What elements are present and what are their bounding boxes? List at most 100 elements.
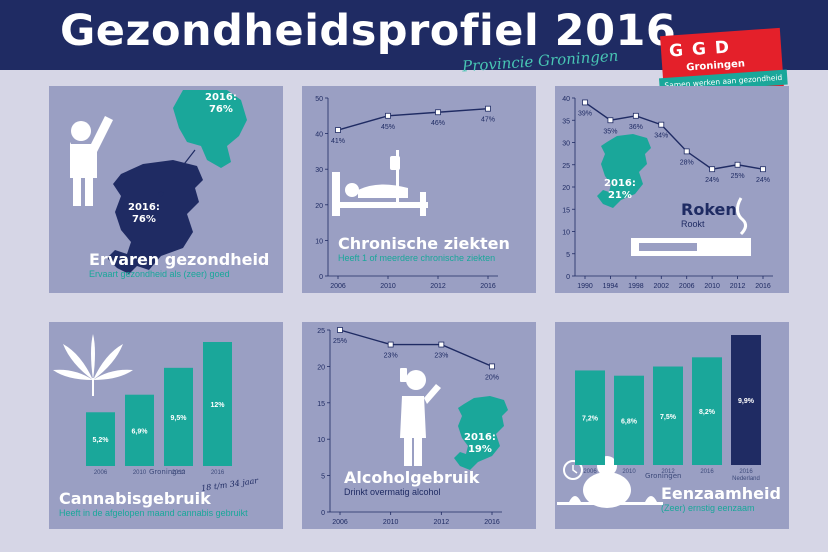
data-label: 25%	[333, 338, 347, 345]
series-line	[339, 329, 493, 368]
data-point	[335, 127, 341, 133]
data-point	[489, 363, 495, 370]
data-label: 36%	[629, 124, 643, 131]
panel-chronische-ziekten: 0 10 20 30 40 50 2006 2010 2012 2016 41% 45% 46% 47% …	[302, 86, 536, 293]
panel-roken: 0 5 10 15 20 25 30 35 40 1990 1994 1998 2002 2006 2010…	[555, 86, 789, 293]
y-tick-label: 25	[562, 163, 570, 170]
bar	[692, 357, 722, 465]
bar	[614, 375, 644, 465]
x-tick-label: 2006	[330, 283, 346, 290]
panel-title: Ervaren gezondheid	[89, 250, 270, 269]
data-point	[337, 327, 343, 333]
bar-category-label: 2012	[661, 469, 675, 475]
y-tick-label: 20	[317, 364, 325, 371]
bar-value-label: 7,2%	[582, 416, 599, 423]
x-tick-label: 2016	[755, 283, 771, 290]
x-tick-label: 2010	[704, 283, 720, 290]
y-tick-label: 40	[315, 132, 323, 139]
map-connector-line	[160, 149, 196, 195]
x-tick-label: 2010	[383, 519, 399, 526]
bar-category-label: 2006	[583, 469, 597, 475]
x-tick-label: 1990	[577, 283, 593, 290]
data-point	[385, 112, 391, 119]
data-point	[709, 166, 716, 173]
y-tick-label: 20	[315, 203, 323, 210]
panel-subtitle: Drinkt overmatig alcohol	[344, 487, 441, 497]
y-tick-label: 0	[321, 510, 325, 517]
x-tick-label: 2002	[653, 283, 669, 290]
data-label: 23%	[434, 353, 448, 360]
y-tick-label: 20	[562, 185, 570, 192]
netherlands-map-icon	[454, 396, 508, 470]
chronisch-line-chart: 0 10 20 30 40 50 2006 2010 2012 2016 41% 45% 46% 47%	[315, 96, 498, 290]
data-point	[760, 166, 766, 173]
x-tick-label: 2010	[380, 283, 396, 290]
bar-value-label: 6,9%	[132, 428, 149, 435]
data-label: 28%	[680, 159, 694, 166]
y-tick-label: 10	[315, 238, 323, 245]
bar-value-label: 6,8%	[621, 418, 638, 425]
data-label: 24%	[756, 177, 770, 184]
logo-region: Groningen	[685, 58, 746, 74]
data-point	[607, 117, 614, 124]
x-tick-label: 1998	[628, 283, 644, 290]
data-point	[485, 105, 491, 112]
series-line	[584, 101, 764, 170]
data-point	[632, 112, 639, 119]
y-tick-label: 5	[321, 474, 325, 481]
y-tick-label: 0	[319, 274, 323, 281]
y-tick-label: 30	[562, 141, 570, 148]
bar	[653, 366, 683, 465]
y-tick-label: 10	[562, 230, 570, 237]
panel-title: Cannabisgebruik	[59, 489, 211, 508]
bar	[125, 394, 154, 466]
bar	[731, 335, 761, 465]
y-tick-label: 0	[566, 274, 570, 281]
eenzaamheid-bar-chart: 7,2% 2006 6,8% 2010 7,5% 2012 8,2% 2016 9,9% 2016…	[557, 335, 761, 508]
cannabis-bar-chart: 5,2% 2006 6,9% 2010 9,5% 2012 12% 2016	[53, 334, 232, 476]
panel-title: Roken	[681, 200, 737, 219]
data-label: 41%	[331, 138, 345, 145]
panel-title: Eenzaamheid	[661, 484, 781, 503]
bar-category-label: 2012	[172, 470, 186, 476]
person-drinking-icon	[400, 368, 441, 466]
netherlands-map-icon	[597, 134, 651, 208]
lonely-person-icon	[557, 456, 663, 508]
panel-cannabisgebruik: 5,2% 2006 6,9% 2010 9,5% 2012 12% 2016 Groninge…	[49, 322, 283, 529]
x-tick-label: 2012	[730, 283, 746, 290]
x-tick-label: 2012	[434, 519, 450, 526]
panel-ervaren-gezondheid: 2016: 76% 2016: 76% Ervaren gezondheid E…	[49, 86, 283, 293]
panel-subtitle: Heeft 1 of meerdere chronische ziekten	[338, 253, 496, 263]
bar-category-label: 2016	[700, 469, 714, 475]
bar-value-label: 7,5%	[660, 414, 677, 421]
bar-value-label: 12%	[210, 402, 225, 409]
bar-category-label: 2010	[133, 470, 147, 476]
nl-value-label: 2016: 76%	[128, 202, 160, 225]
data-label: 23%	[384, 353, 398, 360]
data-point	[387, 341, 394, 348]
bar	[575, 370, 605, 465]
y-tick-label: 15	[317, 401, 325, 408]
panel-subtitle: (Zeer) ernstig eenzaam	[661, 503, 755, 513]
panel-title: Alcoholgebruik	[344, 468, 480, 487]
panel-alcoholgebruik: 0 5 10 15 20 25 2006 2010 2012 2016 25% 23% 23% 20% 2…	[302, 322, 536, 529]
roken-line-chart: 0 5 10 15 20 25 30 35 40 1990 1994 1998 2002 2006 2010…	[562, 96, 773, 290]
logo-letters: GGD	[668, 36, 739, 62]
data-label: 24%	[705, 177, 719, 184]
panel-subtitle: Ervaart gezondheid als (zeer) goed	[89, 269, 230, 279]
x-tick-label: 2016	[480, 283, 496, 290]
y-tick-label: 30	[315, 167, 323, 174]
bar	[86, 412, 115, 466]
data-point	[438, 341, 445, 348]
bar-category-label: 2016	[739, 469, 753, 475]
alcohol-line-chart: 0 5 10 15 20 25 2006 2010 2012 2016 25% 23% 23% 20%	[317, 327, 508, 526]
bar-value-label: 9,5%	[171, 415, 188, 422]
x-tick-label: 1994	[603, 283, 619, 290]
panel-eenzaamheid: 7,2% 2006 6,8% 2010 7,5% 2012 8,2% 2016 9,9% 2016…	[555, 322, 789, 529]
eenzaam-group-label: Groningen	[645, 472, 682, 480]
cannabis-leaf-icon	[53, 334, 133, 396]
data-label: 34%	[654, 133, 668, 140]
bar-value-label: 8,2%	[699, 409, 716, 416]
x-tick-label: 2006	[332, 519, 348, 526]
data-label: 25%	[731, 173, 745, 180]
